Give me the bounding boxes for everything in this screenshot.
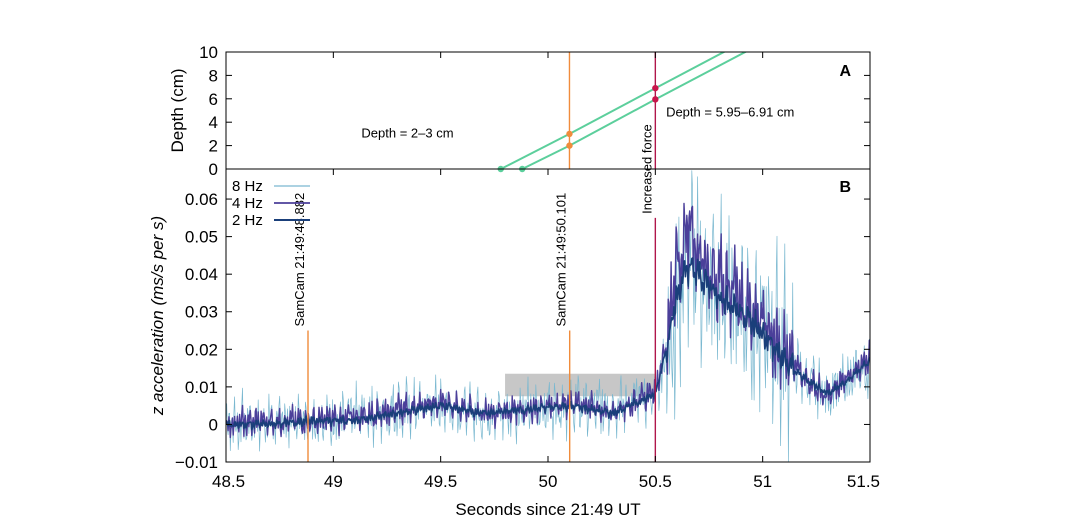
panel-b-ytick-label: 0.03	[185, 303, 218, 322]
panel-a-ytick-label: 10	[199, 43, 218, 62]
event-label-1: SamCam 21:49:50.101	[554, 193, 569, 327]
depth-marker-4	[652, 84, 659, 92]
panel-a-label: A	[839, 63, 851, 80]
panel-b-ytick-label: −0.01	[175, 453, 218, 472]
panel-b-ytick-label: 0.06	[185, 190, 218, 209]
event-label-0: SamCam 21:49:48.882	[292, 193, 307, 327]
panel-b-ytick-label: 0.02	[185, 340, 218, 359]
legend-label: 2 Hz	[232, 212, 263, 229]
panel-a-ytick-label: 2	[209, 137, 218, 156]
panel-b-label: B	[839, 179, 851, 196]
xtick-label: 49.5	[424, 472, 457, 491]
panel-a-ytick-label: 6	[209, 90, 218, 109]
depth-annotation-0: Depth = 2–3 cm	[361, 126, 453, 141]
xtick-label: 51.5	[847, 472, 880, 491]
depth-marker-5	[652, 96, 659, 103]
panel-b-ytick-label: 0	[209, 415, 218, 434]
series-line-4-hz	[226, 202, 870, 439]
depth-marker-3	[566, 142, 573, 149]
x-axis-label: Seconds since 21:49 UT	[455, 500, 640, 519]
series-line-8-hz	[226, 170, 870, 462]
series-line-2-hz	[226, 257, 870, 431]
panel-b-ytick-label: 0.04	[185, 265, 218, 284]
legend-label: 8 Hz	[232, 178, 263, 195]
depth-line-0	[500, 52, 727, 169]
legend-label: 4 Hz	[232, 195, 263, 212]
panel-a-ytick-label: 0	[209, 160, 218, 179]
panel-b-y-axis-label: z acceleration (ms/s per s)	[148, 216, 167, 416]
depth-line-1	[521, 52, 748, 169]
depth-annotation-1: Depth = 5.95–6.91 cm	[666, 105, 794, 120]
panel-a-ytick-label: 4	[209, 113, 218, 132]
xtick-label: 50.5	[639, 472, 672, 491]
panel-a-depth-chart: 0 2 4 6 8 10 Depth (cm) A Depth = 2–3 cm Depth…	[168, 43, 871, 179]
panel-b-ytick-label: 0.01	[185, 378, 218, 397]
panel-a-y-axis-label: Depth (cm)	[168, 68, 187, 152]
xtick-label: 49	[324, 472, 343, 491]
panel-b-acceleration-chart: −0.01 0 0.01 0.02 0.03 0.04 0.05 0.06 48.5 49 49.…	[148, 52, 880, 519]
shaded-band	[505, 373, 656, 397]
xtick-label: 48.5	[212, 472, 245, 491]
legend: 8 Hz4 Hz2 Hz	[232, 178, 310, 229]
event-label-2: Increased force	[639, 124, 654, 214]
xtick-label: 51	[753, 472, 772, 491]
xtick-label: 50	[539, 472, 558, 491]
depth-marker-2	[566, 130, 573, 138]
panel-b-ytick-label: 0.05	[185, 228, 218, 247]
panel-a-ytick-label: 8	[209, 66, 218, 85]
